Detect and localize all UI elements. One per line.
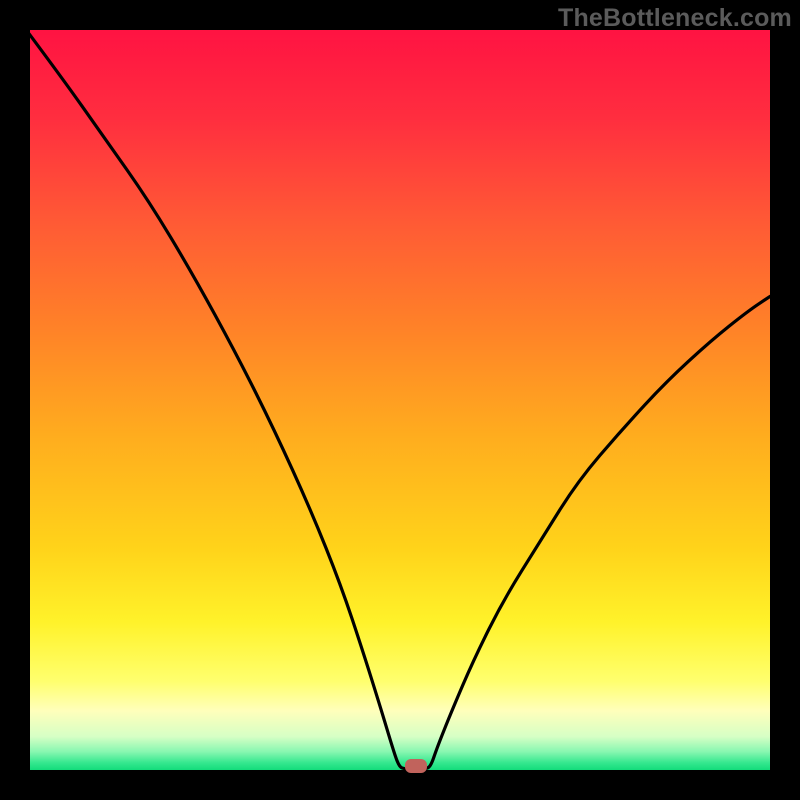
watermark-text: TheBottleneck.com: [558, 4, 792, 33]
gradient-background: [30, 30, 770, 770]
bottleneck-chart: [0, 0, 800, 800]
chart-frame: TheBottleneck.com: [0, 0, 800, 800]
bottleneck-marker: [405, 759, 427, 773]
